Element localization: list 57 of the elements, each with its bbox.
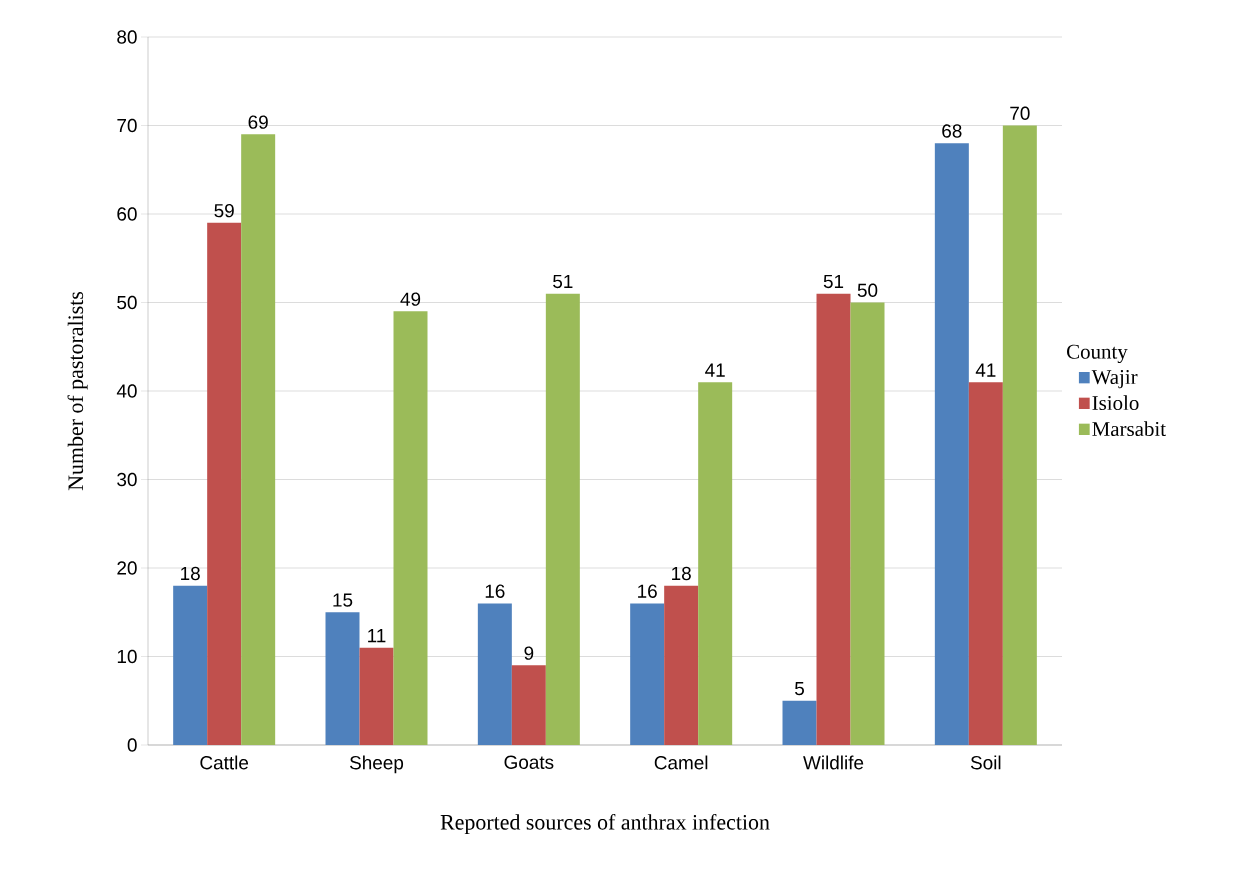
legend-label: Isiolo [1092, 395, 1139, 411]
data-label: 41 [975, 363, 996, 377]
bar [207, 222, 242, 745]
bar [545, 293, 580, 745]
data-label: 50 [857, 283, 878, 297]
x-axis-title: Reported sources of anthrax infection [440, 814, 770, 835]
data-label: 18 [181, 566, 200, 581]
bar [968, 382, 1003, 745]
y-tick-label: 60 [117, 207, 137, 221]
data-label: 49 [400, 292, 421, 306]
bar [782, 700, 817, 745]
legend-title: County [1067, 344, 1128, 364]
y-tick-label: 40 [116, 384, 137, 398]
bar [511, 665, 546, 745]
bar [664, 585, 699, 745]
x-tick-label: Wildlife [803, 755, 864, 770]
y-tick-label: 0 [127, 738, 137, 752]
y-tick-label: 20 [117, 561, 137, 575]
x-tick-label: Sheep [349, 755, 404, 774]
legend-label: Marsabit [1092, 421, 1166, 437]
bar [325, 612, 360, 745]
y-axis-title: Number of pastoralists [67, 291, 88, 491]
data-label: 16 [485, 584, 505, 598]
y-tick-label: 30 [117, 472, 137, 487]
x-tick-label: Cattle [200, 755, 249, 770]
data-label: 69 [248, 115, 268, 129]
bar [698, 382, 733, 745]
bar [1002, 125, 1037, 745]
data-label: 41 [705, 363, 725, 377]
x-tick-label: Soil [970, 755, 1001, 770]
bar [816, 293, 851, 745]
bar [630, 603, 665, 745]
bar [359, 647, 394, 745]
data-label: 16 [638, 584, 657, 598]
y-tick-label: 80 [117, 30, 137, 44]
bar [850, 302, 885, 745]
data-label: 59 [214, 203, 234, 218]
y-tick-label: 50 [117, 295, 137, 310]
bar [173, 585, 208, 745]
x-tick-label: Goats [504, 755, 554, 769]
bar [477, 603, 512, 745]
legend-label: Wajir [1091, 369, 1138, 389]
y-tick-label: 10 [117, 649, 137, 664]
bar [393, 311, 428, 745]
bar [241, 134, 276, 745]
bar [934, 143, 969, 745]
y-tick-label: 70 [117, 118, 137, 133]
data-label: 68 [942, 124, 962, 138]
data-label: 18 [672, 566, 691, 581]
data-label: 11 [368, 629, 386, 643]
data-label: 5 [794, 682, 804, 696]
data-label: 15 [333, 593, 353, 607]
x-tick-label: Camel [654, 755, 708, 770]
data-label: 9 [524, 646, 534, 660]
data-label: 70 [1010, 106, 1030, 120]
data-label: 51 [823, 274, 844, 289]
data-label: 51 [553, 274, 573, 289]
